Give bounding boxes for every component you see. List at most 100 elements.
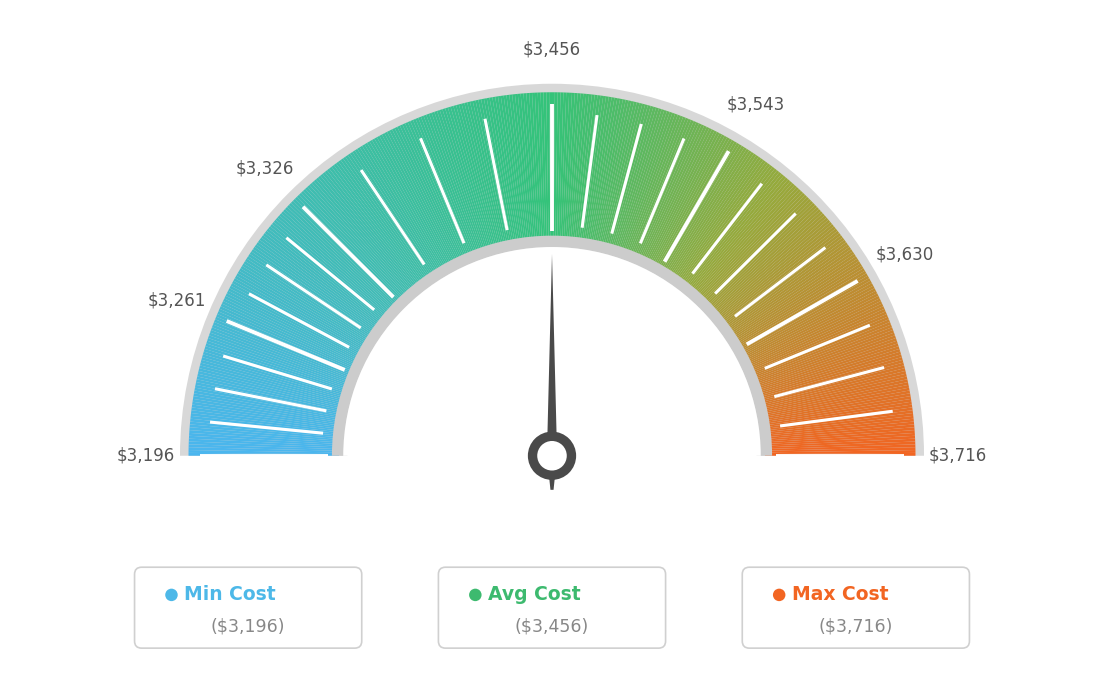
Wedge shape (760, 371, 906, 408)
Wedge shape (606, 104, 648, 250)
Circle shape (528, 432, 576, 480)
Wedge shape (277, 215, 392, 316)
Wedge shape (454, 105, 496, 250)
Wedge shape (762, 396, 911, 422)
Wedge shape (736, 273, 868, 351)
Wedge shape (723, 240, 846, 331)
Wedge shape (764, 427, 914, 441)
Wedge shape (534, 92, 543, 243)
Wedge shape (641, 126, 707, 263)
Wedge shape (554, 92, 558, 243)
Wedge shape (221, 304, 359, 368)
Wedge shape (630, 118, 689, 258)
Wedge shape (327, 168, 422, 288)
Wedge shape (364, 143, 444, 273)
Wedge shape (512, 94, 530, 244)
Wedge shape (380, 135, 453, 268)
Wedge shape (297, 195, 404, 304)
Wedge shape (650, 133, 722, 268)
Wedge shape (418, 117, 475, 258)
Wedge shape (266, 228, 385, 324)
Wedge shape (250, 251, 375, 337)
Wedge shape (372, 139, 448, 270)
Wedge shape (394, 127, 461, 264)
Wedge shape (400, 124, 465, 262)
Wedge shape (716, 224, 834, 322)
Wedge shape (612, 107, 656, 252)
Wedge shape (348, 153, 434, 279)
Wedge shape (509, 95, 529, 244)
Wedge shape (443, 108, 489, 253)
Wedge shape (664, 146, 744, 275)
Wedge shape (688, 176, 786, 293)
Wedge shape (237, 270, 369, 348)
Wedge shape (192, 399, 341, 424)
Wedge shape (646, 129, 714, 265)
Wedge shape (492, 97, 519, 246)
Wedge shape (764, 416, 914, 434)
Wedge shape (291, 201, 401, 308)
Wedge shape (765, 450, 915, 454)
Polygon shape (546, 254, 558, 490)
Wedge shape (743, 293, 879, 362)
Wedge shape (212, 324, 353, 380)
Wedge shape (201, 360, 347, 401)
Wedge shape (306, 187, 408, 299)
Wedge shape (289, 203, 399, 308)
Wedge shape (199, 365, 346, 404)
Wedge shape (683, 170, 779, 290)
Wedge shape (705, 203, 815, 308)
Wedge shape (567, 93, 581, 244)
Wedge shape (236, 273, 368, 351)
Text: $3,716: $3,716 (928, 446, 987, 465)
Wedge shape (624, 114, 678, 256)
Wedge shape (765, 433, 915, 444)
Wedge shape (256, 242, 380, 332)
Wedge shape (549, 92, 552, 243)
Wedge shape (722, 237, 845, 329)
Text: ($3,716): ($3,716) (819, 617, 893, 635)
Wedge shape (582, 96, 606, 245)
Circle shape (469, 589, 481, 601)
Wedge shape (713, 217, 828, 317)
Wedge shape (643, 127, 710, 264)
Wedge shape (235, 276, 367, 352)
Wedge shape (370, 140, 446, 272)
Wedge shape (746, 306, 884, 370)
Wedge shape (561, 92, 570, 243)
Wedge shape (194, 391, 342, 419)
Wedge shape (415, 118, 474, 258)
Wedge shape (304, 189, 407, 300)
Wedge shape (699, 193, 805, 303)
Wedge shape (702, 199, 811, 306)
Text: $3,630: $3,630 (875, 245, 934, 263)
Wedge shape (343, 157, 431, 282)
Wedge shape (762, 391, 910, 419)
Wedge shape (594, 99, 626, 247)
Wedge shape (287, 205, 397, 310)
Wedge shape (190, 419, 340, 435)
Wedge shape (693, 183, 795, 297)
Wedge shape (362, 144, 442, 274)
Wedge shape (755, 346, 900, 393)
Wedge shape (757, 357, 903, 400)
Wedge shape (521, 93, 535, 244)
Wedge shape (360, 146, 440, 275)
Wedge shape (209, 335, 351, 387)
Wedge shape (681, 167, 775, 288)
Wedge shape (503, 95, 526, 245)
Wedge shape (507, 95, 527, 244)
Wedge shape (763, 399, 912, 424)
Wedge shape (350, 152, 435, 279)
Wedge shape (687, 174, 784, 292)
Wedge shape (757, 360, 903, 401)
Wedge shape (762, 393, 911, 421)
Wedge shape (665, 148, 746, 276)
Wedge shape (755, 349, 900, 395)
Wedge shape (761, 382, 909, 414)
Wedge shape (495, 97, 520, 246)
Wedge shape (437, 110, 486, 254)
Wedge shape (465, 102, 502, 249)
Wedge shape (232, 281, 365, 355)
Wedge shape (276, 217, 391, 317)
